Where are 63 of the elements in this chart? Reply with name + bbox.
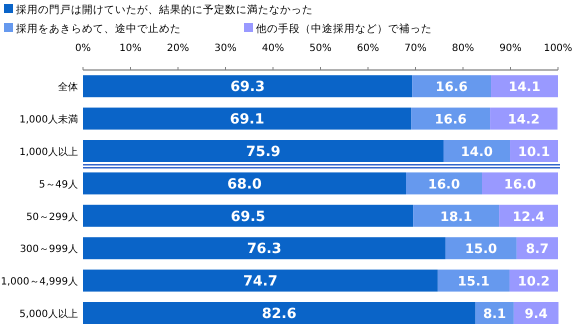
data-label: 14.0 [460, 145, 493, 160]
bar [83, 108, 412, 130]
x-tick-label: 70% [404, 43, 427, 54]
data-label: 75.9 [246, 144, 281, 160]
y-tick-label: 5～49人 [38, 179, 78, 190]
bar [83, 172, 406, 194]
data-label: 82.6 [262, 306, 296, 322]
data-label: 12.4 [512, 210, 545, 225]
y-tick-label: 1,000人以上 [19, 146, 78, 158]
x-tick-label: 30% [214, 43, 237, 54]
x-tick-label: 50% [309, 43, 332, 54]
x-tick-label: 100% [544, 43, 572, 54]
bar [482, 172, 558, 194]
data-label: 8.1 [483, 307, 506, 322]
y-tick-label: 全体 [58, 81, 78, 94]
bar [413, 204, 500, 227]
data-label: 74.7 [243, 274, 278, 290]
x-tick-label: 20% [166, 43, 190, 54]
data-label: 16.6 [436, 80, 468, 96]
data-label: 16.6 [434, 112, 467, 128]
y-tick-label: 300～999人 [20, 244, 78, 256]
x-tick-label: 80% [452, 43, 474, 54]
bar [83, 204, 414, 227]
legend-label: 他の手段（中途採用など）で補った [256, 22, 432, 35]
data-label: 15.0 [465, 242, 498, 258]
data-label: 14.1 [508, 80, 541, 96]
bar [83, 270, 438, 292]
legend-label: 採用をあきらめて、途中で止めた [16, 22, 181, 35]
x-tick-label: 40% [262, 43, 284, 54]
legend-label: 採用の門戸は開けていたが、結果的に予定数に満たなかった [16, 3, 313, 16]
bar [411, 108, 490, 130]
data-label: 14.2 [508, 112, 540, 128]
x-tick-label: 10% [119, 43, 142, 54]
x-tick-label: 60% [356, 43, 380, 54]
bar [412, 75, 492, 98]
data-label: 68.0 [227, 176, 262, 192]
bar [438, 270, 510, 292]
data-label: 69.5 [230, 208, 266, 225]
data-label: 69.3 [230, 79, 265, 96]
y-tick-label: 50～299人 [26, 212, 78, 223]
bar [83, 75, 412, 98]
data-label: 16.0 [428, 177, 460, 192]
bar [406, 172, 482, 194]
y-tick-label: 1,000～4,999人 [0, 276, 78, 288]
data-label: 8.7 [526, 242, 549, 258]
data-label: 16.0 [504, 177, 536, 192]
data-label: 69.1 [230, 112, 264, 128]
y-tick-label: 1,000人未満 [19, 114, 78, 126]
x-tick-label: 90% [499, 43, 522, 54]
data-label: 9.4 [524, 307, 548, 322]
y-tick-label: 5,000人以上 [19, 308, 78, 320]
bar [83, 302, 476, 324]
x-tick-label: 0% [75, 43, 91, 54]
bar [491, 75, 558, 98]
data-label: 18.1 [440, 210, 472, 225]
bar [83, 140, 444, 162]
data-label: 15.1 [458, 274, 490, 290]
bar [445, 237, 517, 260]
bar [83, 237, 446, 260]
data-label: 10.2 [518, 274, 550, 290]
data-label: 10.1 [518, 145, 550, 160]
data-label: 76.3 [246, 241, 282, 258]
bar [490, 108, 558, 130]
